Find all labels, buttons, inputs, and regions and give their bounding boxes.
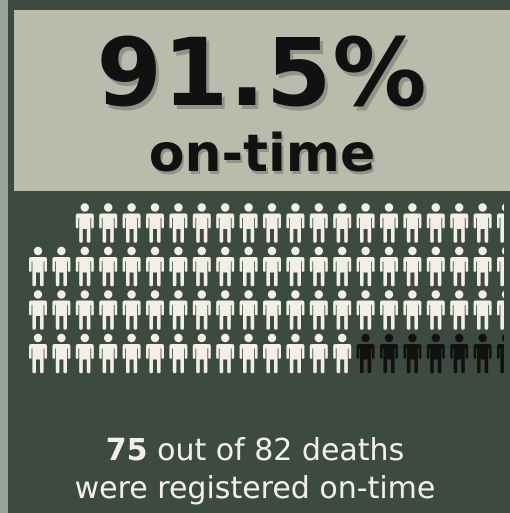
person-icon-ontime xyxy=(192,290,211,330)
person-icon-ontime xyxy=(473,203,492,243)
person-icon-ontime xyxy=(99,290,118,330)
person-icon-ontime xyxy=(169,333,188,374)
person-icon-ontime xyxy=(99,246,118,287)
percent-stat: 91.5% xyxy=(96,19,428,128)
caption-count: 75 xyxy=(105,433,148,468)
person-icon-ontime xyxy=(146,290,164,330)
person-icon-ontime xyxy=(286,203,305,243)
person-icon-ontime xyxy=(239,333,258,374)
person-icon-ontime xyxy=(122,246,141,287)
person-icon-ontime xyxy=(286,333,305,374)
person-icon-ontime xyxy=(52,290,71,330)
person-icon-ontime xyxy=(309,333,328,374)
person-icon-late xyxy=(473,333,492,374)
person-icon-ontime xyxy=(216,246,235,287)
person-icon-ontime xyxy=(263,203,281,243)
person-icon-late xyxy=(403,333,422,374)
person-icon-ontime xyxy=(380,203,398,243)
person-icon-ontime xyxy=(169,246,188,287)
person-icon-ontime xyxy=(309,203,328,243)
person-icon-ontime xyxy=(146,333,164,374)
person-icon-ontime xyxy=(333,290,352,330)
person-icon-ontime xyxy=(309,246,328,287)
person-icon-ontime xyxy=(263,290,281,330)
person-icon-ontime xyxy=(99,333,118,374)
person-icon-late xyxy=(426,333,445,374)
person-icon-ontime xyxy=(239,246,258,287)
person-icon-ontime xyxy=(403,290,422,330)
person-icon-ontime xyxy=(146,203,164,243)
person-icon-ontime xyxy=(263,246,281,287)
person-icon-ontime xyxy=(286,246,305,287)
person-icon-ontime xyxy=(122,290,141,330)
person-icon-ontime xyxy=(169,203,188,243)
person-icon-ontime xyxy=(333,333,352,374)
person-icon-ontime xyxy=(356,246,375,287)
person-icon-ontime xyxy=(192,203,211,243)
caption: 75 out of 82 deaths were registered on-t… xyxy=(0,432,510,508)
person-icon-ontime xyxy=(333,246,352,287)
person-icon-ontime xyxy=(450,203,469,243)
person-icon-ontime xyxy=(192,333,211,374)
person-icon-ontime xyxy=(52,333,71,374)
person-icon-ontime xyxy=(380,246,398,287)
person-icon-ontime xyxy=(450,246,469,287)
stat-panel: 91.5% on-time xyxy=(14,10,510,191)
person-icon-ontime xyxy=(75,333,94,374)
caption-line-1: 75 out of 82 deaths xyxy=(0,432,510,470)
person-icon-ontime xyxy=(29,333,47,374)
person-icon-ontime xyxy=(239,203,258,243)
person-icon-grid xyxy=(29,203,504,374)
person-icon-ontime xyxy=(497,247,504,287)
person-icon-ontime xyxy=(426,246,445,287)
person-icon-ontime xyxy=(333,203,352,243)
caption-line-2: were registered on-time xyxy=(74,471,436,506)
person-icon-ontime xyxy=(380,290,398,330)
person-icon-ontime xyxy=(356,203,375,243)
person-icon-late xyxy=(497,334,504,374)
person-icon-ontime xyxy=(122,203,141,243)
person-icon-ontime xyxy=(356,290,375,330)
person-icon-ontime xyxy=(286,290,305,330)
person-icon-ontime xyxy=(216,333,235,374)
on-time-label: on-time xyxy=(148,124,376,184)
person-icon-ontime xyxy=(309,290,328,330)
person-icon-ontime xyxy=(29,290,47,330)
person-icon-ontime xyxy=(473,290,492,330)
person-icon-ontime xyxy=(426,290,445,330)
person-icon-ontime xyxy=(122,333,141,374)
person-icon-ontime xyxy=(497,290,504,330)
person-icon-ontime xyxy=(473,246,492,287)
person-icon-ontime xyxy=(263,333,281,374)
person-icon-ontime xyxy=(192,246,211,287)
person-icon-late xyxy=(356,333,375,374)
person-icon-ontime xyxy=(146,246,164,287)
person-icon-ontime xyxy=(75,203,94,243)
caption-line-1-rest: out of 82 deaths xyxy=(147,433,405,468)
person-icon-ontime xyxy=(216,203,235,243)
person-icon-ontime xyxy=(29,246,47,287)
person-icon-ontime xyxy=(99,203,118,243)
person-icon-ontime xyxy=(403,203,422,243)
person-icon-ontime xyxy=(75,246,94,287)
person-icon-ontime xyxy=(52,246,71,287)
person-icon-late xyxy=(380,333,398,374)
left-border-strip xyxy=(0,0,8,513)
person-icon-ontime xyxy=(216,290,235,330)
person-icon-ontime xyxy=(169,290,188,330)
person-icon-ontime xyxy=(426,203,445,243)
person-icon-ontime xyxy=(403,246,422,287)
person-icon-ontime xyxy=(239,290,258,330)
person-icon-ontime xyxy=(75,290,94,330)
person-icon-late xyxy=(450,333,469,374)
person-icon-ontime xyxy=(497,203,504,243)
person-icon-ontime xyxy=(450,290,469,330)
